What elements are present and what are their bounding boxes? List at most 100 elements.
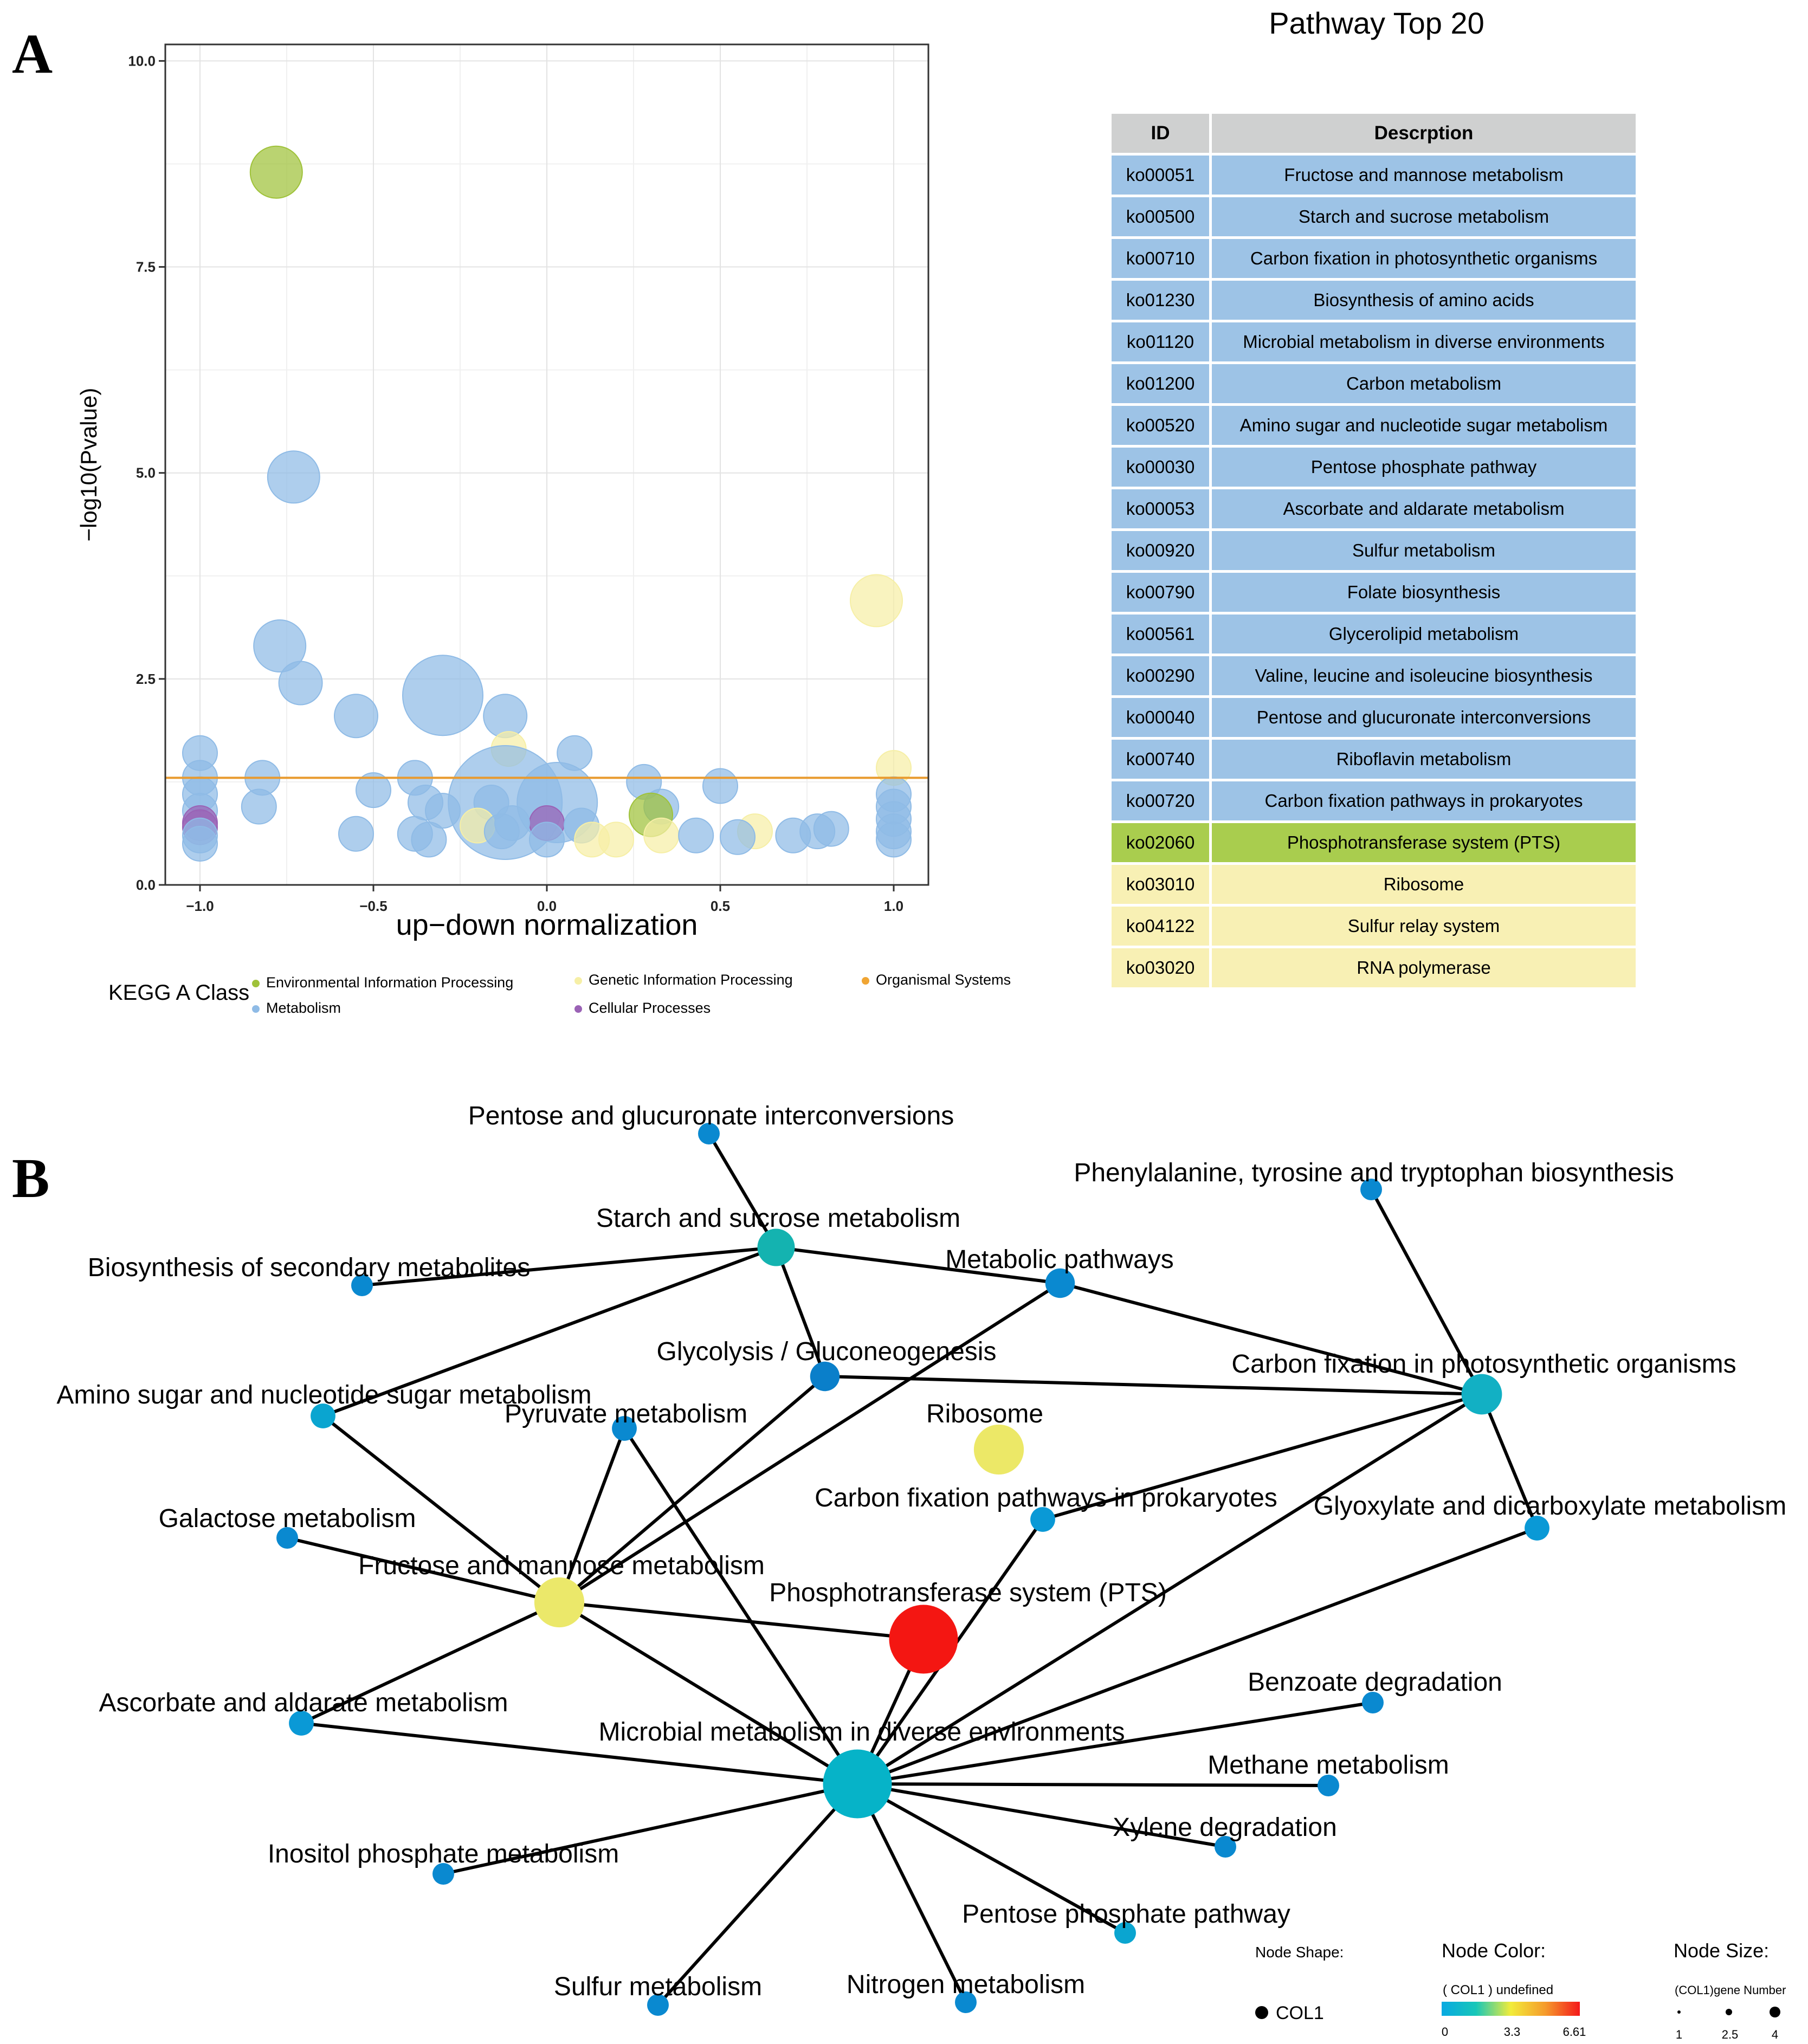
table-row: ko00740 Riboflavin metabolism <box>1112 740 1636 779</box>
network-node <box>889 1605 958 1674</box>
network-node <box>1362 1692 1384 1713</box>
network-node <box>351 1275 373 1296</box>
bubble-point <box>241 788 277 825</box>
legend-title: KEGG A Class <box>108 981 250 1005</box>
bubble-point <box>338 816 374 852</box>
bubble-point <box>402 655 483 736</box>
network-edge <box>1480 1393 1539 1529</box>
network-edge <box>856 1526 1538 1786</box>
cell-description: Microbial metabolism in diverse environm… <box>1212 322 1636 361</box>
bubble-point <box>643 817 680 853</box>
cell-id: ko03020 <box>1112 948 1209 987</box>
legend-size-marker <box>1770 2007 1780 2017</box>
legend-dot <box>574 976 582 985</box>
cell-id: ko01200 <box>1112 364 1209 403</box>
table-row: ko01230 Biosynthesis of amino acids <box>1112 281 1636 320</box>
network-node <box>698 1123 720 1144</box>
cell-id: ko02060 <box>1112 823 1209 862</box>
table-row: ko00790 Folate biosynthesis <box>1112 573 1636 612</box>
network-node <box>1461 1374 1502 1415</box>
bubble-point <box>813 811 849 847</box>
legend-shape-title: Node Shape: <box>1255 1944 1344 1961</box>
legend-color-tick: 3.3 <box>1504 2025 1521 2039</box>
cell-id: ko00520 <box>1112 406 1209 445</box>
cell-description: Ribosome <box>1212 865 1636 904</box>
bubble-point <box>775 817 811 853</box>
table-header-row: ID Descrption <box>1112 114 1636 153</box>
table-row: ko00290 Valine, leucine and isoleucine bi… <box>1112 656 1636 695</box>
pathway-table: ID Descrption ko00051 Fructose and mannos… <box>1109 111 1638 990</box>
legend-color-tick: 6.61 <box>1563 2025 1586 2039</box>
cell-id: ko01230 <box>1112 281 1209 320</box>
network-node <box>534 1577 585 1628</box>
network-edge <box>623 1427 859 1785</box>
network-edge <box>361 1246 777 1287</box>
cell-description: Valine, leucine and isoleucine biosynthe… <box>1212 656 1636 695</box>
bubble-point <box>278 661 323 706</box>
legend-dot <box>862 976 869 985</box>
network-node-label: Pentose phosphate pathway <box>962 1900 1290 1929</box>
cell-description: Pentose phosphate pathway <box>1212 448 1636 487</box>
network-edge <box>776 1246 1061 1285</box>
cell-description: Biosynthesis of amino acids <box>1212 281 1636 320</box>
network-node-label: Nitrogen metabolism <box>847 1970 1085 1999</box>
y-tick-label: 2.5 <box>136 671 156 687</box>
cell-description: Carbon metabolism <box>1212 364 1636 403</box>
bubble-point <box>483 813 520 850</box>
network-node-label: Pyruvate metabolism <box>505 1400 747 1428</box>
x-tick-label: 1.0 <box>884 898 903 914</box>
bubble-point <box>356 772 391 808</box>
cell-id: ko00920 <box>1112 531 1209 570</box>
bubble-point <box>334 694 378 739</box>
network-node-label: Glyoxylate and dicarboxylate metabolism <box>1314 1492 1786 1521</box>
network-node <box>757 1228 795 1266</box>
legend-label: Metabolism <box>266 1000 341 1016</box>
cell-id: ko00790 <box>1112 573 1209 612</box>
bubble-point <box>574 822 610 858</box>
cell-description: Folate biosynthesis <box>1212 573 1636 612</box>
legend-size-title: Node Size: <box>1674 1939 1769 1962</box>
network-node <box>1525 1516 1549 1541</box>
legend-item-cellular: Cellular Processes <box>574 1000 711 1017</box>
network-edge <box>1060 1282 1482 1396</box>
bubble-point <box>483 694 528 739</box>
cell-description: Fructose and mannose metabolism <box>1212 156 1636 195</box>
panel-a-label: A <box>12 23 53 85</box>
table-row: ko00520 Amino sugar and nucleotide sugar … <box>1112 406 1636 445</box>
network-node <box>810 1361 840 1392</box>
bubble-point <box>253 619 307 673</box>
network-node <box>647 1994 669 2016</box>
cell-description: Ascorbate and aldarate metabolism <box>1212 489 1636 528</box>
cell-description: Carbon fixation pathways in prokaryotes <box>1212 781 1636 820</box>
x-tick-label: −1.0 <box>186 898 214 914</box>
network-node <box>1215 1836 1236 1858</box>
network-node-label: Fructose and mannose metabolism <box>358 1551 765 1580</box>
table-row: ko01200 Carbon metabolism <box>1112 364 1636 403</box>
network-edge <box>824 1375 1482 1396</box>
col-header-description: Descrption <box>1212 114 1636 153</box>
table-row: ko00720 Carbon fixation pathways in proka… <box>1112 781 1636 820</box>
network-edge <box>707 1133 778 1249</box>
network-node <box>1114 1922 1136 1944</box>
cell-description: Pentose and glucuronate interconversions <box>1212 698 1636 737</box>
table-title: Pathway Top 20 <box>1269 6 1484 40</box>
network-node-label: Pentose and glucuronate interconversions <box>468 1102 954 1130</box>
network-node-label: Glycolysis / Gluconeogenesis <box>657 1337 997 1366</box>
network-node-label: Ascorbate and aldarate metabolism <box>99 1689 508 1717</box>
network-node-label: Xylene degradation <box>1113 1813 1337 1842</box>
cell-description: Glycerolipid metabolism <box>1212 615 1636 654</box>
table-row: ko00710 Carbon fixation in photosynthetic… <box>1112 239 1636 278</box>
cell-description: Sulfur metabolism <box>1212 531 1636 570</box>
legend-label: Genetic Information Processing <box>589 972 793 988</box>
bubble-point <box>702 768 738 804</box>
bubble-point <box>678 817 714 853</box>
bubble-point <box>249 145 303 199</box>
network-edge <box>287 1536 560 1604</box>
legend-size-marker <box>1677 2010 1681 2014</box>
x-tick-label: 0.0 <box>537 898 557 914</box>
col-header-id: ID <box>1112 114 1209 153</box>
x-tick-label: 0.5 <box>711 898 730 914</box>
cell-id: ko00040 <box>1112 698 1209 737</box>
cell-description: Sulfur relay system <box>1212 907 1636 946</box>
network-edge <box>1370 1188 1483 1395</box>
